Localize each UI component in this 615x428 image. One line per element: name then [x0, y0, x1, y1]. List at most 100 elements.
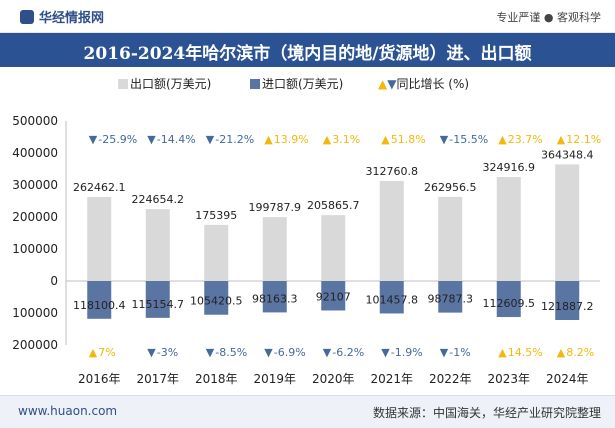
- import-bar: [555, 281, 580, 321]
- export-bar: [438, 196, 463, 281]
- import-bar: [262, 281, 287, 313]
- legend-growth-label: 同比增长 (%): [396, 77, 470, 91]
- import-bar: [438, 281, 463, 313]
- import-growth-value: 7%: [98, 346, 115, 359]
- x-tick-label: 2018年: [195, 372, 238, 386]
- export-bar: [555, 164, 580, 281]
- import-value-label: 112609.5: [483, 297, 536, 310]
- x-tick-label: 2021年: [370, 372, 413, 386]
- export-bar: [379, 180, 404, 281]
- export-bar: [321, 215, 346, 281]
- import-value-label: 92107: [316, 290, 351, 303]
- brand-name: 华经情报网: [39, 11, 105, 26]
- x-tick-label: 2024年: [546, 372, 589, 386]
- footer-url[interactable]: www.huaon.com: [18, 404, 118, 418]
- export-value-label: 205865.7: [307, 199, 360, 212]
- legend-swatch-export: [118, 79, 128, 89]
- top-bar: 华经情报网 专业严谨 ● 客观科学: [0, 0, 615, 33]
- legend-export-label: 出口额(万美元): [130, 77, 212, 91]
- import-bar: [204, 281, 229, 315]
- export-value-label: 262462.1: [73, 181, 126, 194]
- import-growth-value: -3%: [157, 346, 178, 359]
- export-growth-arrow: ▼: [440, 133, 449, 146]
- export-growth-value: 51.8%: [391, 133, 426, 146]
- import-value-label: 121887.2: [541, 300, 594, 313]
- import-growth-arrow: ▲: [89, 346, 98, 359]
- y-tick-label: 0: [50, 274, 58, 288]
- footer-source: 数据来源：中国海关，华经产业研究院整理: [372, 406, 601, 420]
- y-tick-label: 100000: [12, 242, 58, 256]
- import-value-label: 105420.5: [190, 295, 243, 308]
- export-growth-value: 23.7%: [508, 133, 543, 146]
- import-growth-value: -6.9%: [274, 346, 306, 359]
- import-growth-arrow: ▲: [498, 346, 507, 359]
- y-tick-label: 200000: [12, 210, 58, 224]
- triangle-up-icon: ▲: [378, 77, 388, 91]
- tagline: 专业严谨 ● 客观科学: [496, 11, 601, 24]
- x-tick-label: 2019年: [253, 372, 296, 386]
- y-tick-label: 500000: [12, 114, 58, 128]
- export-growth-arrow: ▲: [264, 133, 273, 146]
- export-value-label: 324916.9: [483, 161, 536, 174]
- import-growth-arrow: ▼: [381, 346, 390, 359]
- import-bar: [321, 281, 346, 311]
- export-growth-value: -21.2%: [215, 133, 254, 146]
- export-growth-value: -14.4%: [157, 133, 196, 146]
- import-growth-value: -1%: [449, 346, 470, 359]
- triangle-down-icon: ▼: [387, 77, 397, 91]
- export-value-label: 312760.8: [366, 165, 419, 178]
- export-growth-arrow: ▲: [498, 133, 507, 146]
- export-growth-arrow: ▲: [381, 133, 390, 146]
- export-bar: [262, 217, 287, 281]
- x-tick-label: 2017年: [136, 372, 179, 386]
- x-tick-label: 2023年: [487, 372, 530, 386]
- import-growth-value: 14.5%: [508, 346, 543, 359]
- import-value-label: 118100.4: [73, 299, 126, 312]
- export-value-label: 224654.2: [132, 193, 185, 206]
- export-bar: [87, 197, 112, 281]
- export-value-label: 175395: [195, 209, 237, 222]
- import-bar: [87, 281, 112, 319]
- x-tick-label: 2022年: [429, 372, 472, 386]
- x-tick-label: 2016年: [78, 372, 121, 386]
- y-tick-label: 400000: [12, 146, 58, 160]
- export-growth-value: -15.5%: [449, 133, 488, 146]
- export-value-label: 199787.9: [249, 201, 302, 214]
- chart-title: 2016-2024年哈尔滨市（境内目的地/货源地）进、出口额: [83, 44, 532, 64]
- import-growth-arrow: ▼: [147, 346, 156, 359]
- import-growth-arrow: ▼: [206, 346, 215, 359]
- export-value-label: 364348.4: [541, 148, 594, 161]
- import-value-label: 98163.3: [252, 292, 298, 305]
- legend-swatch-import: [250, 79, 260, 89]
- legend: 出口额(万美元) 进口额(万美元) ▲▼同比增长 (%): [0, 73, 615, 93]
- import-bar: [145, 281, 170, 318]
- import-growth-arrow: ▼: [264, 346, 273, 359]
- export-bar: [496, 177, 521, 281]
- export-growth-value: 13.9%: [274, 133, 309, 146]
- logo-icon: [20, 10, 34, 24]
- footer: www.huaon.com 数据来源：中国海关，华经产业研究院整理: [0, 395, 615, 428]
- brand[interactable]: 华经情报网: [20, 7, 104, 26]
- import-growth-value: -6.2%: [332, 346, 364, 359]
- title-bar: 2016-2024年哈尔滨市（境内目的地/货源地）进、出口额: [0, 33, 615, 67]
- x-tick-label: 2020年: [312, 372, 355, 386]
- y-tick-label: 200000: [12, 338, 58, 352]
- import-value-label: 101457.8: [366, 293, 419, 306]
- export-growth-value: 3.1%: [332, 133, 360, 146]
- export-growth-value: -25.9%: [98, 133, 137, 146]
- import-value-label: 115154.7: [132, 298, 185, 311]
- legend-import: 进口额(万美元): [250, 75, 343, 92]
- legend-import-label: 进口额(万美元): [262, 77, 344, 91]
- import-growth-value: -8.5%: [215, 346, 247, 359]
- export-growth-arrow: ▼: [147, 133, 156, 146]
- import-growth-arrow: ▼: [440, 346, 449, 359]
- export-growth-arrow: ▲: [557, 133, 566, 146]
- import-growth-value: -1.9%: [391, 346, 423, 359]
- import-growth-value: 8.2%: [566, 346, 594, 359]
- import-bar: [496, 281, 521, 318]
- export-bar: [204, 224, 229, 281]
- import-growth-arrow: ▲: [557, 346, 566, 359]
- import-bar: [379, 281, 404, 314]
- export-growth-arrow: ▼: [89, 133, 98, 146]
- export-bar: [145, 209, 170, 281]
